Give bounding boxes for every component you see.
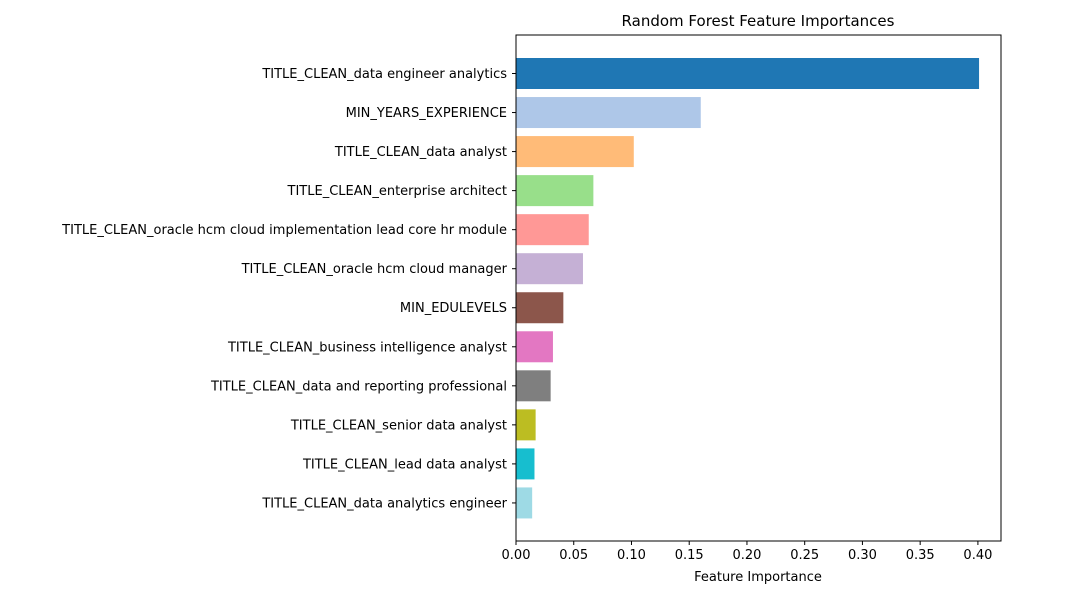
category-label: TITLE_CLEAN_oracle hcm cloud manager: [241, 262, 508, 277]
plot-frame: [515, 34, 1002, 542]
x-tick-label: 0.30: [848, 548, 877, 563]
x-axis-ticks: 0.00 0.05 0.10 0.15 0.20 0.25 0.30 0.35 0.40: [502, 541, 992, 563]
category-label: TITLE_CLEAN_enterprise architect: [287, 184, 507, 199]
bar: [516, 136, 634, 168]
x-tick-label: 0.05: [559, 548, 588, 563]
category-label: MIN_YEARS_EXPERIENCE: [346, 106, 507, 121]
category-label: MIN_EDULEVELS: [400, 301, 507, 316]
category-label: TITLE_CLEAN_data engineer analytics: [261, 67, 507, 82]
bar: [516, 214, 589, 246]
x-tick-label: 0.10: [617, 548, 646, 563]
bar: [516, 487, 533, 519]
bar: [516, 331, 553, 363]
bar: [516, 292, 564, 324]
x-tick-label: 0.35: [906, 548, 935, 563]
bars-group: [516, 58, 980, 519]
bar: [516, 448, 535, 480]
bar: [516, 253, 583, 285]
category-labels: TITLE_CLEAN_data engineer analytics MIN_Y…: [61, 67, 516, 511]
category-label: TITLE_CLEAN_senior data analyst: [290, 418, 507, 433]
x-tick-label: 0.40: [963, 548, 992, 563]
bar: [516, 409, 536, 441]
chart-title: Random Forest Feature Importances: [622, 12, 895, 30]
x-axis-label: Feature Importance: [694, 570, 822, 585]
x-tick-label: 0.25: [790, 548, 819, 563]
x-tick-label: 0.00: [502, 548, 531, 563]
x-tick-label: 0.20: [732, 548, 761, 563]
category-label: TITLE_CLEAN_data analytics engineer: [261, 496, 507, 511]
x-tick-label: 0.15: [675, 548, 704, 563]
category-label: TITLE_CLEAN_oracle hcm cloud implementat…: [61, 223, 507, 238]
bar: [516, 370, 551, 402]
category-label: TITLE_CLEAN_data analyst: [334, 145, 507, 160]
category-label: TITLE_CLEAN_business intelligence analys…: [227, 340, 507, 355]
bar: [516, 175, 594, 207]
bar: [516, 58, 980, 89]
category-label: TITLE_CLEAN_data and reporting professio…: [210, 379, 507, 394]
category-label: TITLE_CLEAN_lead data analyst: [302, 457, 507, 472]
bar: [516, 97, 701, 129]
